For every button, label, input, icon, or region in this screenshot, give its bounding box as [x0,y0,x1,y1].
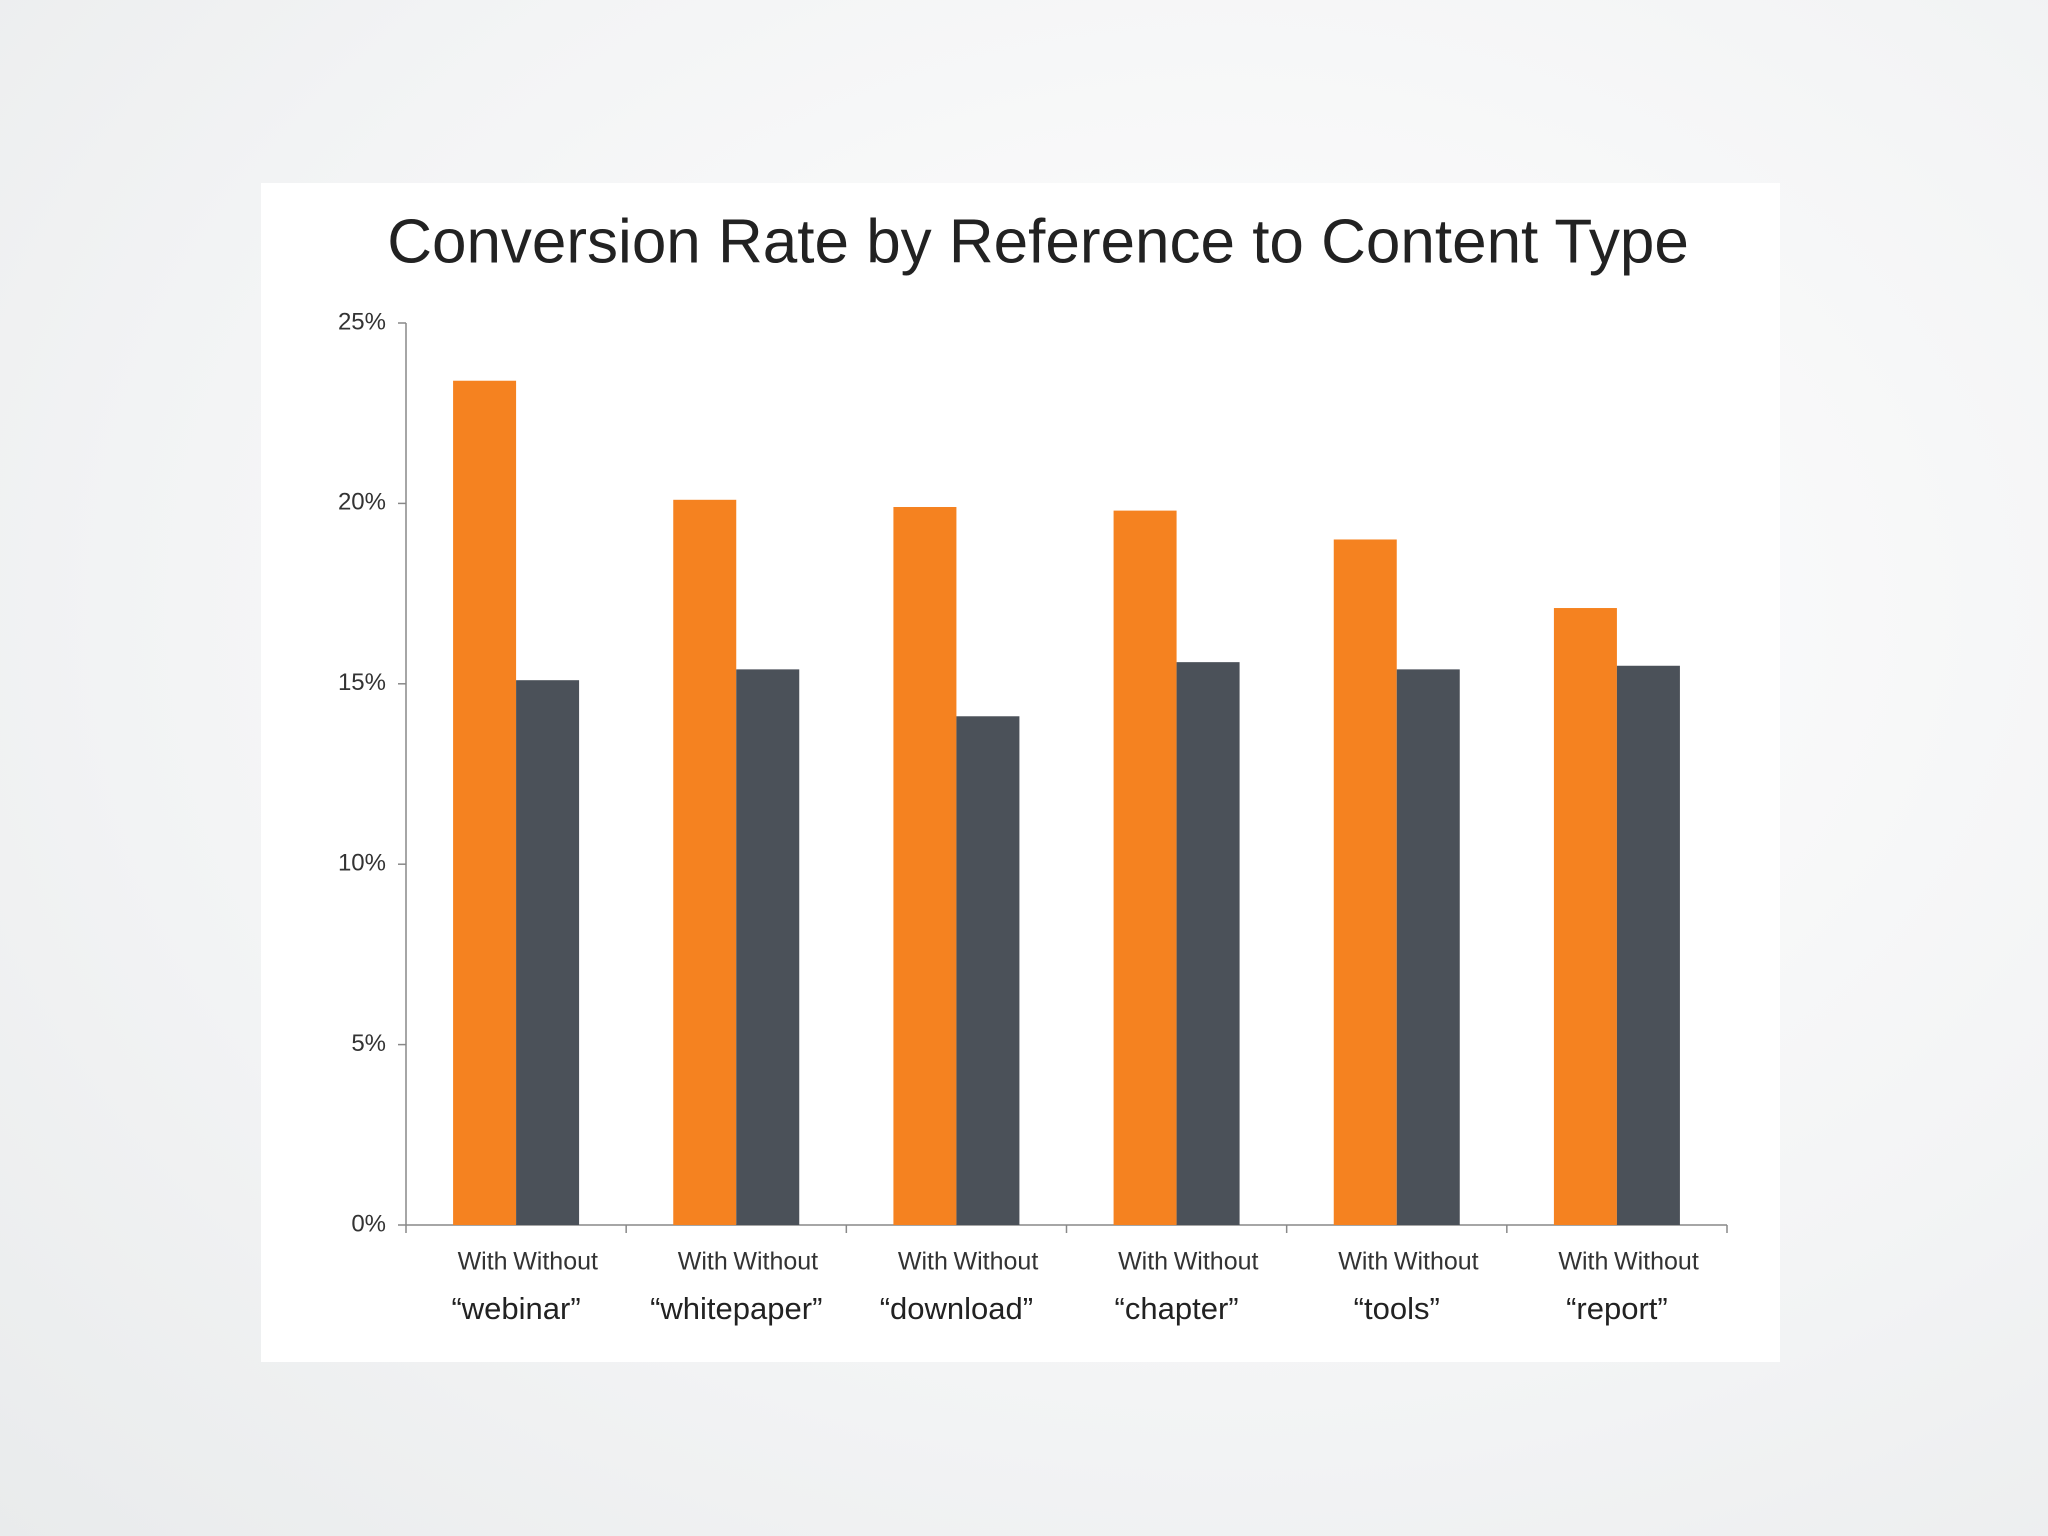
bar [736,669,800,1225]
series-label: With [458,1248,508,1276]
series-label: With [1558,1248,1608,1276]
x-tick-label: “report” [1566,1291,1668,1326]
bar [1333,539,1397,1225]
x-tick-label: “chapter” [1115,1291,1239,1326]
bar [673,499,737,1225]
bar [1553,608,1617,1225]
series-label: Without [954,1248,1039,1276]
y-tick-label: 10% [338,850,386,877]
bar [1113,510,1177,1226]
bar [453,380,517,1225]
bar [956,716,1020,1225]
bar [893,507,957,1225]
series-label: With [678,1248,728,1276]
y-tick-label: 5% [351,1030,386,1057]
y-tick-label: 20% [338,489,386,516]
bar [516,680,580,1225]
series-label: Without [1614,1248,1699,1276]
y-tick-label: 25% [338,308,386,335]
series-label: With [898,1248,948,1276]
x-tick-label: “webinar” [451,1291,580,1326]
series-label: Without [733,1248,818,1276]
bar [1616,665,1680,1225]
series-label: With [1118,1248,1168,1276]
bar [1396,669,1460,1225]
series-label: Without [1174,1248,1259,1276]
chart-title: Conversion Rate by Reference to Content … [387,207,1689,276]
y-tick-label: 15% [338,669,386,696]
x-tick-label: “tools” [1354,1291,1440,1326]
y-tick-label: 0% [351,1210,386,1237]
x-tick-label: “whitepaper” [650,1291,822,1326]
bar [1176,662,1240,1225]
series-label: With [1338,1248,1388,1276]
series-label: Without [1394,1248,1479,1276]
x-tick-label: “download” [880,1291,1033,1326]
series-label: Without [513,1248,598,1276]
